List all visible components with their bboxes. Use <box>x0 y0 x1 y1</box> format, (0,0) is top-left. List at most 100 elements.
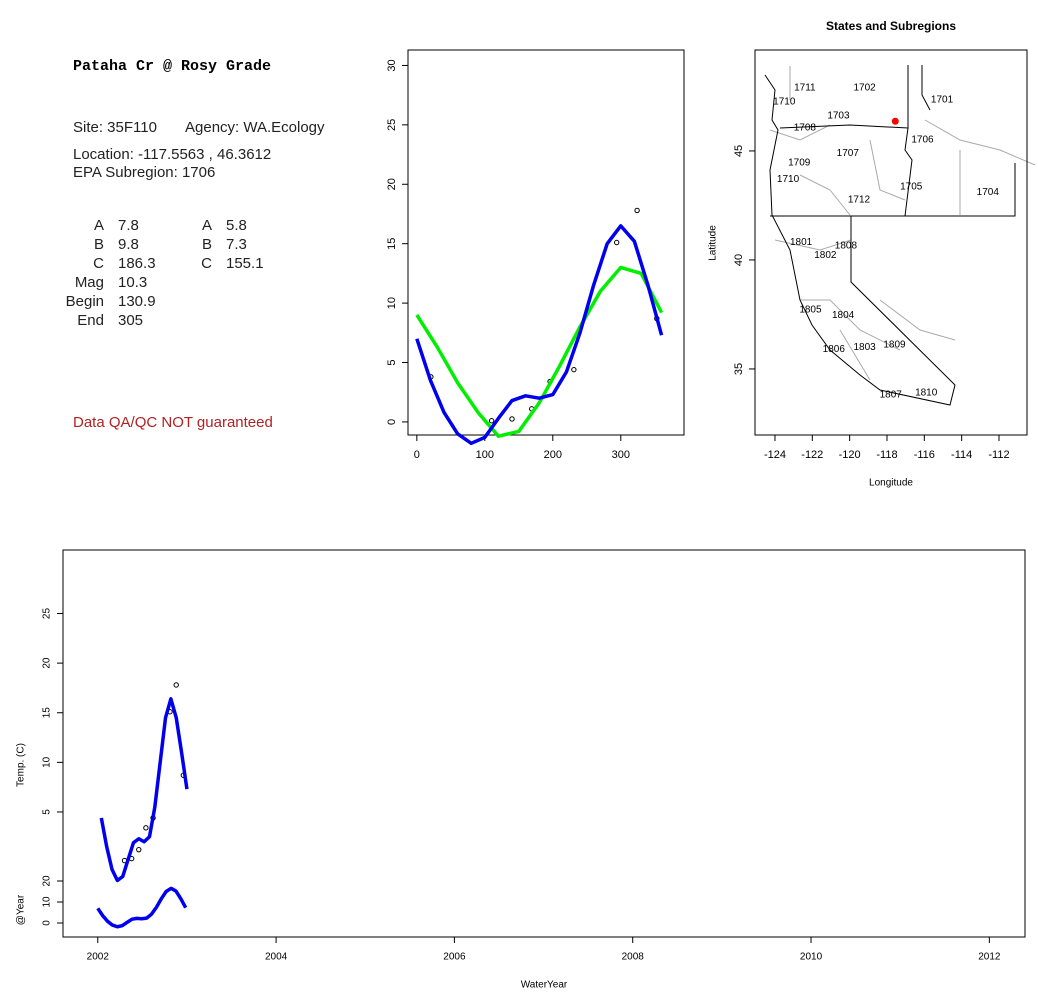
params-table: A 7.8 A 5.8 B 9.8 B 7.3 C 186.3 C 155.1 Mag 10.3 Begin… <box>66 217 264 329</box>
x-tick-label: 2004 <box>265 952 288 963</box>
region-label: 1808 <box>835 240 858 251</box>
x-tick-label: -112 <box>988 449 1009 461</box>
x-tick-label: 2010 <box>800 952 823 963</box>
subregion-lines <box>769 66 1036 381</box>
param-cell: 305 <box>118 312 143 329</box>
site-title: Pataha Cr @ Rosy Grade <box>73 58 271 75</box>
region-label: 1710 <box>777 174 800 185</box>
plot-frame <box>407 49 685 436</box>
param-cell: B <box>94 236 104 253</box>
param-cell: 155.1 <box>226 255 264 272</box>
param-cell: 186.3 <box>118 255 156 272</box>
data-point <box>571 366 577 373</box>
param-cell: 130.9 <box>118 293 156 310</box>
region-label: 1711 <box>794 82 816 93</box>
param-cell: B <box>202 236 212 253</box>
region-label: 1705 <box>900 182 923 193</box>
param-cell: 10.3 <box>118 274 147 291</box>
region-label: 1810 <box>915 388 938 399</box>
data-line <box>415 224 664 446</box>
y-tick-label: 25 <box>386 119 398 131</box>
info-panel: Pataha Cr @ Rosy Grade Site: 35F110 Agen… <box>66 58 325 431</box>
y-tick-label: 0 <box>42 920 53 926</box>
param-cell: 9.8 <box>118 236 139 253</box>
param-cell: Begin <box>66 293 104 310</box>
param-cell: End <box>77 312 104 329</box>
y-tick-label: 10 <box>386 297 398 309</box>
x-tick-label: 2008 <box>622 952 645 963</box>
param-cell: 5.8 <box>226 217 247 234</box>
param-cell: 7.8 <box>118 217 139 234</box>
subregion: EPA Subregion: 1706 <box>73 164 215 181</box>
plot-frame <box>62 549 1026 938</box>
param-cell: A <box>202 217 212 234</box>
region-label: 1708 <box>794 123 817 134</box>
region-label: 1801 <box>790 237 813 248</box>
x-tick-label: 0 <box>414 449 420 461</box>
param-cell: A <box>94 217 104 234</box>
param-cell: C <box>93 255 104 272</box>
x-tick-label: 2006 <box>443 952 466 963</box>
x-axis-label: WaterYear <box>521 980 568 991</box>
x-tick-label: -120 <box>839 449 861 461</box>
region-label: 1804 <box>832 310 855 321</box>
data-line <box>99 697 189 883</box>
x-tick-label: 100 <box>476 449 494 461</box>
qa-note: Data QA/QC NOT guaranteed <box>73 414 273 431</box>
data-point <box>488 418 495 424</box>
param-cell: 7.3 <box>226 236 247 253</box>
y-tick-label: 10 <box>42 896 53 908</box>
data-point <box>143 825 149 831</box>
x-axis-label: Longitude <box>869 478 913 489</box>
x-tick-label: -124 <box>764 449 786 461</box>
y-tick-label: 5 <box>42 809 53 815</box>
agency: Agency: WA.Ecology <box>185 119 325 136</box>
y-tick-label: 10 <box>42 756 53 768</box>
region-label: 1809 <box>883 340 906 351</box>
data-point <box>136 846 142 853</box>
data-point <box>634 207 640 214</box>
region-label: 1706 <box>911 135 934 146</box>
data-point <box>613 239 620 246</box>
region-label: 1802 <box>814 250 837 261</box>
y-axis-label: Temp. (C) <box>16 743 27 787</box>
location: Location: -117.5563 , 46.3612 <box>73 146 271 163</box>
y-tick-label: 45 <box>733 145 745 157</box>
x-tick-label: -122 <box>801 449 823 461</box>
x-tick-label: 2002 <box>87 952 110 963</box>
region-label: 1709 <box>788 158 811 169</box>
region-label: 1703 <box>827 111 850 122</box>
data-line <box>415 265 664 438</box>
y-tick-label: 35 <box>733 363 745 375</box>
y-tick-label: 30 <box>386 59 398 71</box>
region-label: 1803 <box>853 342 876 353</box>
state-lines <box>764 65 1016 406</box>
region-label: 1807 <box>880 390 903 401</box>
x-tick-label: -114 <box>951 449 972 461</box>
region-label: 1704 <box>977 187 1000 198</box>
y-tick-label: 15 <box>386 238 398 250</box>
y-axis-label: @Year <box>16 894 27 925</box>
x-tick-label: -116 <box>914 449 935 461</box>
map-boundaries <box>764 65 1036 406</box>
region-label: 1701 <box>931 94 954 105</box>
x-tick-label: 2012 <box>978 952 1001 963</box>
param-cell: C <box>201 255 212 272</box>
y-tick-label: 25 <box>42 608 53 620</box>
y-tick-label: 20 <box>386 178 398 190</box>
y-tick-label: 0 <box>386 419 398 425</box>
site-id: Site: 35F110 <box>73 119 157 136</box>
region-label: 1805 <box>799 305 822 316</box>
region-label: 1707 <box>837 148 860 159</box>
data-line <box>96 886 188 929</box>
y-axis-label: Latitude <box>708 225 719 261</box>
y-tick-label: 40 <box>733 254 745 266</box>
y-tick-label: 5 <box>386 359 398 365</box>
region-label: 1710 <box>773 97 796 108</box>
data-point <box>173 682 179 688</box>
data-point <box>509 416 515 422</box>
x-tick-label: -118 <box>876 449 897 461</box>
x-tick-label: 300 <box>612 449 630 461</box>
